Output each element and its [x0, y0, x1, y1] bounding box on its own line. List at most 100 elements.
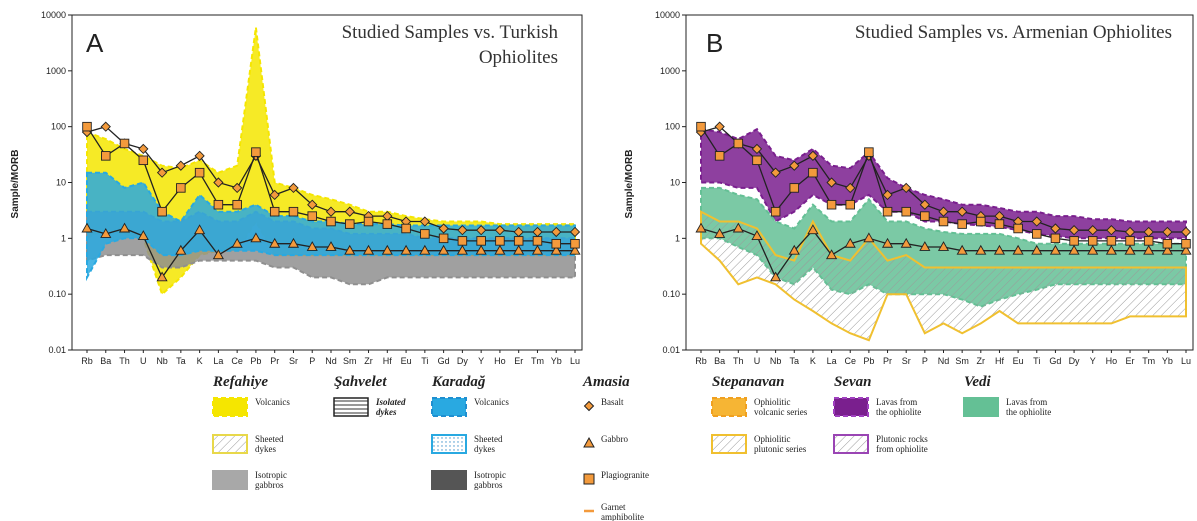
legend-item-label: Ophiolitic plutonic series: [754, 434, 807, 454]
panel-a-point-basalt-nb: [156, 167, 168, 178]
panel-b-point-plagiogranite-pb: [864, 147, 874, 157]
panel-b-x-tick-label: Lu: [1181, 356, 1191, 366]
panel-a-x-tick-label: Dy: [457, 356, 468, 366]
panel-a-x-tick-label: Er: [514, 356, 523, 366]
panel-a-point-gabbro-sr: [287, 237, 300, 248]
panel-a-point-plagiogranite-pb: [251, 147, 261, 157]
panel-a-point-plagiogranite-rb: [82, 121, 92, 132]
panel-a-x-tick-label: Sm: [343, 356, 357, 366]
panel-b-point-plagiogranite-gd: [1050, 233, 1061, 244]
panel-a-point-basalt-lu: [569, 226, 581, 238]
panel-a-point-gabbro-nb: [156, 271, 168, 282]
legend-item-label: Sheeted dykes: [255, 434, 284, 454]
panel-a-x-tick-label: Pb: [250, 356, 261, 366]
panel-b: 0.01 0.10 1 10 100 1000 10000 Rb Ba Th U Nb Ta K La Ce P…: [624, 10, 1194, 366]
panel-a-point-gabbro-ba: [100, 227, 112, 238]
panel-a-point-plagiogranite-y: [476, 236, 486, 246]
panel-a-title-line-2: Ophiolites: [479, 47, 558, 68]
panel-b-point-gabbro-ti: [1031, 244, 1043, 255]
panel-a-point-plagiogranite-sm: [345, 219, 355, 229]
panel-b-fields: [700, 127, 1187, 342]
panel-a-point-gabbro-ce: [231, 237, 243, 248]
panel-a-x-tick-label: Y: [478, 356, 484, 366]
panel-b-x-tick-label: Pr: [883, 356, 892, 366]
panel-b-point-gabbro-gd: [1049, 244, 1061, 255]
panel-a-x-tick-label: Th: [119, 356, 130, 366]
legend-group-2: Şahvelet Isolated dykes: [333, 374, 406, 417]
panel-a-axes: 0.01 0.10 1 10 100 1000 10000 Rb Ba Th U Nb Ta K La Ce P…: [41, 10, 583, 366]
panel-a-point-basalt-p: [307, 199, 318, 210]
panel-b-point-plagiogranite-er: [1125, 236, 1135, 246]
panel-a-point-plagiogranite-ba: [101, 151, 111, 161]
panel-b-x-tick-label: Ho: [1106, 356, 1118, 366]
panel-a-point-plagiogranite-eu: [401, 223, 411, 234]
panel-b-point-basalt-y: [1087, 225, 1098, 236]
panel-a-point-basalt-k: [194, 150, 205, 161]
panel-b-x-tick-label: K: [810, 356, 816, 366]
legend-swatch: [583, 473, 595, 485]
panel-b-series: [695, 121, 1192, 282]
panel-a-point-plagiogranite-th: [119, 138, 130, 149]
panel-a-point-plagiogranite-p: [307, 211, 317, 221]
legend-group-5: Stepanavan Ophiolitic volcanic series Ophio…: [711, 374, 808, 454]
panel-b-x-tick-label: La: [827, 356, 837, 366]
legend-item-label: Isolated dykes: [375, 397, 406, 417]
panel-a-point-plagiogranite-yb: [551, 238, 561, 249]
panel-a-y-tick-label: 1000: [46, 66, 66, 76]
panel-b-x-tick-label: Hf: [995, 356, 1004, 366]
panel-b-point-gabbro-eu: [1012, 244, 1024, 255]
panel-b-letter: B: [706, 28, 723, 58]
panel-a-point-basalt-sm: [344, 206, 355, 217]
panel-b-point-plagiogranite-pr: [882, 206, 893, 217]
panel-a-point-gabbro-pr: [269, 237, 281, 248]
panel-b-y-tick-label: 10000: [655, 10, 680, 20]
panel-a-x-tick-label: K: [197, 356, 203, 366]
panel-a-point-basalt-ho: [494, 225, 506, 236]
panel-b-x-tick-label: Pb: [863, 356, 874, 366]
panel-b-point-gabbro-ce: [844, 237, 856, 248]
panel-b-point-plagiogranite-hf: [994, 219, 1005, 229]
panel-a-point-gabbro-rb: [81, 222, 93, 233]
panel-b-point-gabbro-ta: [788, 244, 800, 255]
panel-b-point-basalt-k: [807, 150, 819, 161]
legend-item-label: Isotropic gabbros: [255, 470, 287, 490]
panel-b-point-gabbro-lu: [1180, 244, 1192, 255]
panel-a-point-plagiogranite-nd: [326, 216, 336, 227]
panel-b-point-gabbro-p: [919, 241, 931, 251]
panel-a-point-basalt-dy: [457, 225, 468, 236]
panel-a-point-basalt-u: [138, 143, 149, 155]
panel-b-point-plagiogranite-p: [920, 211, 930, 221]
panel-b-x-tick-label: Th: [733, 356, 744, 366]
panel-a-x-tick-label: Zr: [364, 356, 373, 366]
panel-a-x-tick-label: Eu: [401, 356, 412, 366]
panel-b-point-basalt-nd: [938, 206, 949, 217]
panel-a-point-basalt-gd: [438, 223, 449, 234]
panel-b-point-plagiogranite-ta: [789, 183, 800, 193]
panel-a-x-tick-label: Nb: [156, 356, 168, 366]
panel-a-point-basalt-pr: [269, 189, 280, 201]
panel-b-point-gabbro-sm: [956, 244, 968, 255]
panel-b-axes: 0.01 0.10 1 10 100 1000 10000 Rb Ba Th U Nb Ta K La Ce P…: [655, 10, 1194, 366]
panel-b-point-gabbro-th: [732, 222, 744, 233]
panel-b-y-tick-label: 100: [665, 122, 680, 132]
panel-b-point-basalt-u: [751, 143, 763, 155]
panel-b-y-tick-label: 0.01: [662, 345, 680, 355]
panel-b-x-tick-label: Nb: [770, 356, 782, 366]
panel-a-x-tick-label: Ho: [494, 356, 506, 366]
panel-b-point-gabbro-pr: [881, 237, 894, 248]
panel-a-point-plagiogranite-gd: [438, 233, 449, 244]
panel-a-point-gabbro-er: [513, 244, 525, 255]
panel-b-x-tick-label: Ti: [1033, 356, 1040, 366]
panel-b-point-plagiogranite-tm: [1143, 236, 1154, 246]
legend-swatch: [333, 397, 369, 417]
panel-b-point-plagiogranite-nd: [938, 216, 949, 227]
panel-a-point-gabbro-y: [475, 244, 487, 255]
panel-b-point-gabbro-zr: [975, 244, 987, 255]
panel-b-point-gabbro-hf: [993, 244, 1006, 255]
panel-a-point-plagiogranite-pr: [269, 206, 280, 217]
panel-a-letter: A: [86, 28, 104, 58]
panel-a-series: [81, 121, 581, 282]
panel-b-point-basalt-la: [826, 177, 837, 188]
legend-group-title: Vedi: [964, 374, 992, 390]
